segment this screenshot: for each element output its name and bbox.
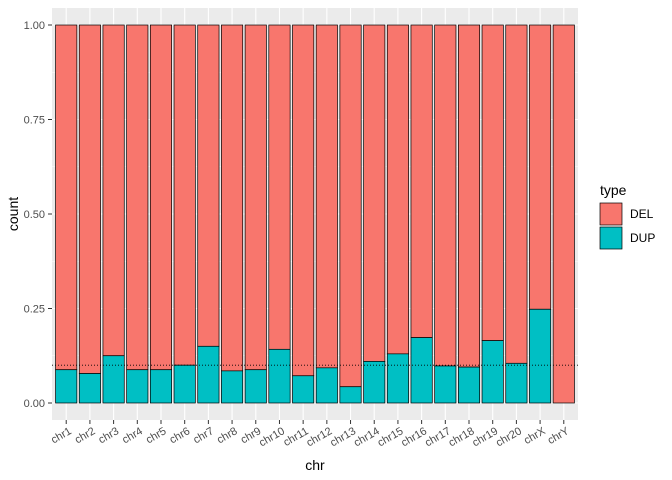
legend-label-del: DEL [630, 207, 654, 221]
bar-dup-chr5 [149, 369, 173, 404]
bar-dup-chr2 [78, 373, 101, 404]
x-tick-label: chr4 [120, 425, 145, 446]
bar-dup-chr17 [434, 365, 457, 404]
legend-title: type [600, 182, 627, 198]
bar-del-chr9 [244, 24, 267, 371]
x-tick-label: chr20 [494, 425, 524, 449]
bar-dup-chr3 [102, 355, 125, 404]
bar-dup-chr9 [244, 369, 267, 404]
bar-dup-chr13 [339, 386, 362, 404]
legend: type DEL DUP [599, 182, 655, 250]
y-tick-label: 0.50 [24, 209, 45, 221]
bar-del-chr7 [197, 24, 220, 347]
bar-del-chr2 [78, 24, 101, 374]
bar-dup-chr6 [173, 364, 196, 404]
bar-dup-chr10 [268, 348, 291, 404]
bar-dup-chr11 [292, 375, 315, 404]
bar-del-chr16 [410, 24, 433, 338]
bar-del-chr15 [386, 24, 409, 355]
bar-del-chr10 [268, 24, 291, 350]
y-tick-label: 0.25 [24, 303, 45, 315]
x-tick-label: chr8 [215, 425, 240, 446]
bar-del-chr19 [481, 24, 504, 341]
y-axis-title: count [5, 197, 21, 231]
bar-del-chr13 [339, 24, 362, 388]
bar-del-chr11 [292, 24, 315, 377]
bar-dup-chr12 [315, 367, 338, 404]
x-tick-label: chr2 [73, 425, 98, 446]
bar-dup-chr4 [126, 369, 149, 404]
bar-del-chr17 [434, 24, 457, 367]
bar-dup-chrX [529, 308, 552, 404]
bar-del-chr3 [102, 24, 125, 357]
bar-del-chr8 [221, 24, 244, 372]
x-tick-label: chr3 [97, 425, 122, 446]
bar-del-chr5 [149, 24, 173, 371]
bar-dup-chr20 [505, 362, 528, 404]
bar-del-chr6 [173, 24, 196, 366]
bars [55, 24, 575, 404]
bar-dup-chr15 [386, 353, 409, 404]
x-axis: chr1 chr2 chr3 chr4 chr5 chr6 chr7 chr8 chr9chr1… [49, 420, 572, 449]
legend-key-dup [599, 226, 623, 250]
bar-dup-chr19 [481, 340, 504, 404]
x-tick-label: chr1 [49, 425, 74, 446]
x-tick-label: chrY [546, 425, 572, 447]
x-tick-label: chrX [522, 425, 548, 447]
bar-del-chr14 [363, 24, 386, 362]
x-axis-title: chr [305, 457, 325, 473]
bar-del-chr20 [505, 24, 528, 364]
bar-del-chr18 [457, 24, 481, 368]
legend-label-dup: DUP [630, 231, 655, 245]
bar-dup-chr1 [55, 369, 78, 404]
x-tick-label: chr7 [191, 425, 216, 446]
bar-dup-chr14 [363, 361, 386, 404]
bar-del-chr1 [55, 24, 78, 371]
bar-del-chrY [552, 24, 575, 404]
bar-dup-chr8 [221, 370, 244, 404]
bar-del-chr12 [315, 24, 338, 369]
legend-key-del [599, 202, 623, 226]
x-tick-label: chr5 [144, 425, 169, 446]
x-tick-label: chr6 [168, 425, 193, 446]
y-tick-label: 0.75 [24, 115, 45, 127]
bar-del-chr4 [126, 24, 149, 371]
bar-del-chrX [529, 24, 552, 310]
bar-dup-chr18 [457, 366, 481, 404]
bar-dup-chr16 [410, 337, 433, 404]
bar-dup-chr7 [197, 345, 220, 404]
y-tick-label: 1.00 [24, 20, 45, 32]
y-axis: 0.00 0.25 0.50 0.75 1.00 [24, 20, 52, 410]
y-tick-label: 0.00 [24, 398, 45, 410]
